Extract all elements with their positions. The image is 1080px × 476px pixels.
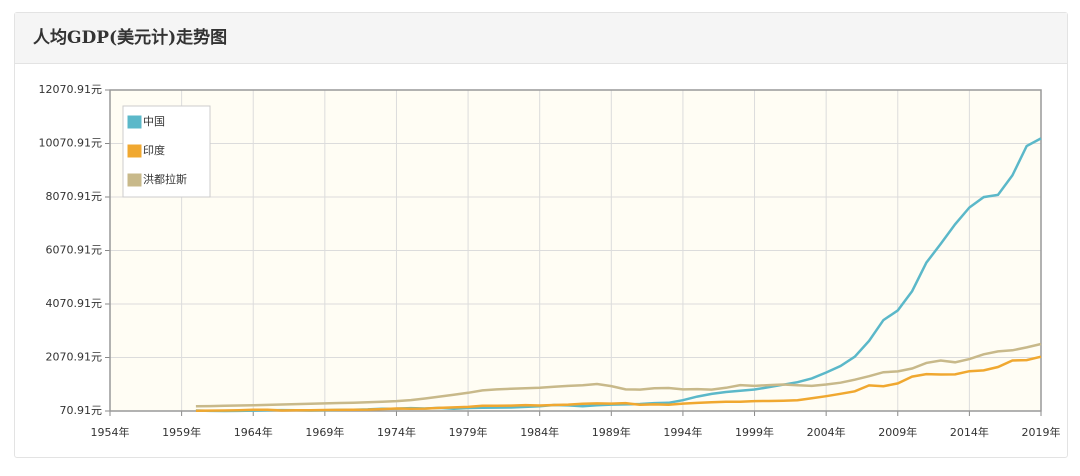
- x-tick-label: 1979年: [449, 425, 488, 439]
- plot-frame: [109, 89, 1042, 412]
- x-tick-label: 2009年: [878, 425, 917, 439]
- x-tick-label: 1974年: [377, 425, 416, 439]
- y-tick-label: 6070.91元: [46, 244, 103, 257]
- series-line: [195, 342, 1042, 408]
- x-tick-label: 1994年: [663, 425, 702, 439]
- series-line: [195, 355, 1042, 412]
- legend-swatch: [126, 143, 143, 159]
- x-tick-label: 1954年: [91, 425, 130, 439]
- panel: 人均GDP(美元计)走势图: [14, 12, 1068, 458]
- y-tick-label: 8070.91元: [46, 190, 103, 203]
- x-tick-label: 1999年: [735, 425, 774, 439]
- y-tick-label: 70.91元: [60, 404, 103, 417]
- legend-label: 中国: [143, 115, 165, 128]
- legend-label: 印度: [143, 143, 165, 157]
- x-tick-label: 2014年: [950, 425, 989, 439]
- y-tick-label: 4070.91元: [46, 297, 103, 310]
- x-tick-label: 1969年: [305, 425, 344, 439]
- x-tick-label: 1984年: [520, 425, 559, 439]
- chart-title: 人均GDP(美元计)走势图: [15, 13, 1067, 64]
- y-tick-label: 10070.91元: [39, 137, 103, 150]
- y-tick-label: 12070.91元: [39, 83, 103, 96]
- legend-swatch: [126, 172, 143, 188]
- y-tick-label: 2070.91元: [46, 351, 103, 364]
- legend-label: 洪都拉斯: [143, 172, 187, 186]
- x-tick-label: 2019年: [1022, 425, 1061, 439]
- x-tick-label: 1989年: [592, 425, 631, 439]
- x-tick-label: 2004年: [807, 425, 846, 439]
- legend-swatch: [126, 114, 143, 130]
- x-tick-label: 1959年: [162, 425, 201, 439]
- x-tick-label: 1964年: [234, 425, 273, 439]
